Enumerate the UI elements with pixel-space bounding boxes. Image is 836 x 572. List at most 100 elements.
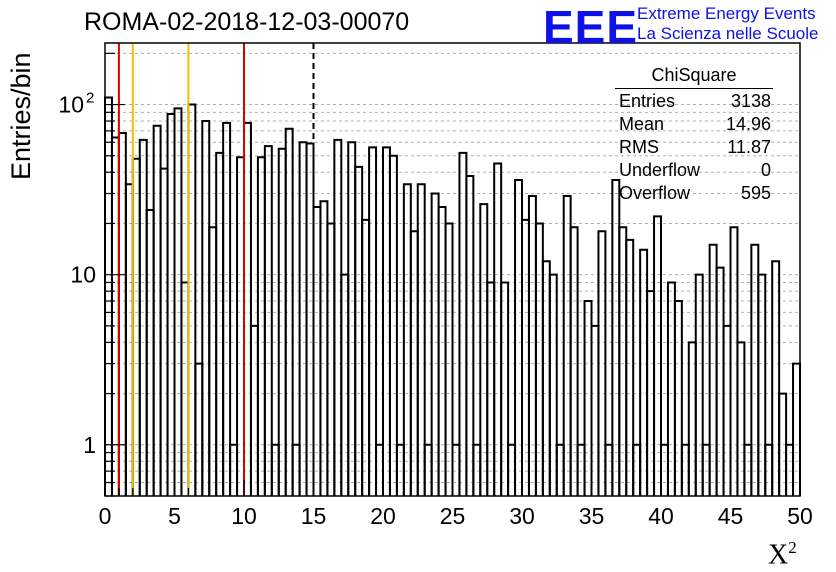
histogram-bar (402, 183, 412, 496)
histogram-bar (486, 281, 496, 496)
histogram-bar (514, 179, 523, 496)
stats-label: Overflow (619, 183, 691, 203)
y-gridlines (105, 52, 800, 497)
histogram-bar (368, 146, 378, 496)
histogram-bar (465, 175, 475, 496)
histogram-bar (243, 121, 252, 496)
histogram-bar (583, 300, 593, 496)
histogram-bar (340, 273, 350, 496)
histogram-bar (694, 273, 704, 496)
histogram-bar (639, 248, 649, 496)
stats-row: RMS 11.87 (609, 136, 779, 159)
histogram-bar (729, 226, 739, 496)
histogram-bar (521, 218, 530, 496)
stats-value: 0 (760, 160, 771, 180)
histogram-bar (500, 281, 510, 496)
histogram-bar (131, 157, 141, 496)
histogram-bar (263, 145, 273, 496)
histogram-bar (194, 362, 204, 496)
histogram-bar (416, 183, 426, 496)
histogram-bar (673, 300, 683, 496)
y-tick-label: 10 (58, 92, 84, 118)
histogram-bar (534, 222, 544, 496)
histogram-bar (152, 124, 162, 496)
x-tick-label: 40 (648, 503, 674, 529)
x-axis-label: X2 (768, 538, 797, 571)
y-axis-label: Entries/bin (6, 52, 36, 180)
histogram-bar (305, 142, 315, 496)
histogram-bar (771, 260, 781, 496)
histogram-bar (173, 107, 183, 496)
stats-row: Mean 14.96 (609, 113, 779, 136)
histogram-bar (326, 222, 336, 496)
stats-box: ChiSquare Entries 3138 Mean 14.96 RMS 11.87… (609, 65, 779, 205)
histogram-bar (792, 362, 801, 496)
stats-value: 3138 (730, 91, 771, 111)
stats-label: Underflow (619, 160, 701, 180)
histogram-bar (298, 141, 308, 496)
histogram-bar (597, 230, 607, 496)
histogram-bar (548, 273, 558, 496)
histogram-bar (590, 324, 600, 496)
histogram-bar (347, 141, 357, 496)
histogram-bar (208, 226, 218, 496)
x-tick-label: 15 (301, 503, 327, 529)
histogram-bar (104, 96, 113, 496)
histogram-bar (145, 208, 155, 496)
stats-value: 11.87 (727, 137, 771, 157)
histogram-bar (124, 183, 134, 496)
y-tick-label: 10 (70, 262, 96, 288)
x-axis-label-base: X (768, 539, 789, 571)
logo-line-1: Extreme Energy Events (637, 4, 816, 23)
logo-line-2: La Scienza nelle Scuole (637, 24, 819, 43)
histogram-bar (625, 238, 635, 496)
histogram-bar (687, 341, 697, 496)
histogram-bar (618, 226, 628, 496)
stats-title: ChiSquare (615, 65, 773, 89)
eee-logo: EEE (543, 1, 639, 53)
x-tick-label: 50 (787, 503, 813, 529)
x-axis-label-superscript: 2 (788, 538, 797, 557)
histogram-bar (722, 324, 732, 496)
x-tick-label: 10 (231, 503, 257, 529)
histogram-bar (382, 146, 391, 496)
stats-row: Underflow 0 (609, 159, 779, 182)
histogram-bar (117, 132, 127, 496)
histogram-bar (493, 162, 503, 496)
stats-label: Mean (619, 114, 665, 134)
stats-row: Overflow 595 (609, 182, 779, 205)
histogram-bar (361, 218, 371, 496)
x-tick-label: 25 (440, 503, 466, 529)
histogram-bar (166, 112, 176, 496)
histogram-bar (284, 127, 294, 496)
histogram-bar (201, 120, 211, 496)
histogram-bar (388, 154, 398, 496)
stats-row: Entries 3138 (609, 90, 779, 113)
histogram-bar (444, 222, 454, 496)
stats-value: 14.96 (725, 114, 771, 134)
x-axis: 0 5 10 15 20 25 30 35 40 45 50 (99, 480, 813, 529)
histogram-bar (653, 215, 662, 496)
x-tick-label: 20 (370, 503, 396, 529)
stats-label: RMS (619, 137, 659, 157)
histogram-bar (354, 165, 364, 496)
chart-title: ROMA-02-2018-12-03-00070 (84, 8, 410, 36)
histogram-bar (110, 136, 120, 496)
histogram-bar (319, 200, 329, 496)
histogram-bar (562, 194, 572, 496)
histogram-bar (180, 281, 190, 496)
stats-label: Entries (619, 91, 676, 111)
histogram-bar (666, 281, 676, 496)
histogram-bar (222, 121, 232, 496)
histogram-bar (611, 179, 621, 496)
histogram-bar (736, 341, 746, 496)
histogram-bar (249, 324, 259, 496)
x-tick-label: 0 (99, 503, 112, 529)
x-tick-label: 35 (579, 503, 605, 529)
histogram-bar (527, 194, 537, 496)
y-tick-exponent: 2 (86, 90, 94, 107)
histogram-bar (159, 167, 169, 496)
x-tick-label: 5 (168, 503, 181, 529)
histogram-bar (187, 103, 197, 496)
